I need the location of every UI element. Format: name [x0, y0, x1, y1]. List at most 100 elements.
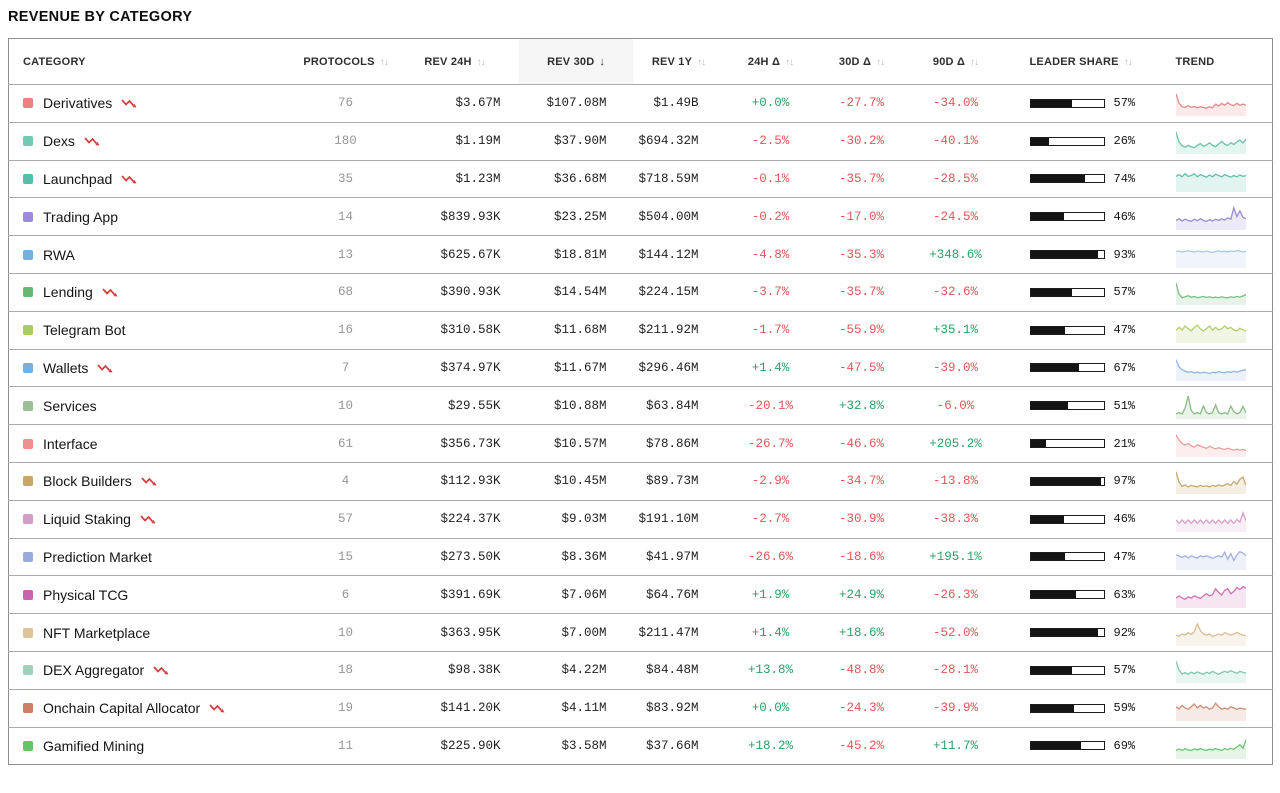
sort-icon[interactable]: ↑↓	[785, 56, 794, 68]
category-name[interactable]: Physical TCG	[43, 586, 129, 603]
leader-share-bar-fill	[1030, 364, 1080, 372]
sort-icon[interactable]: ↑↓	[476, 56, 486, 68]
rev-30d-cell: $8.36M	[561, 549, 607, 564]
category-cell[interactable]: Services	[9, 387, 301, 425]
category-name[interactable]: Prediction Market	[43, 548, 152, 565]
sort-icon[interactable]: ↑↓	[697, 56, 706, 68]
table-row[interactable]: NFT Marketplace 10 $363.95K $7.00M $211.…	[8, 613, 1273, 652]
delta-24h-cell: -4.8%	[725, 236, 817, 274]
category-cell[interactable]: Lending	[9, 273, 301, 311]
table-row[interactable]: Services 10 $29.55K $10.88M $63.84M -20.…	[8, 386, 1273, 425]
category-name[interactable]: DEX Aggregator	[43, 662, 145, 679]
sort-icon[interactable]: ↑↓	[876, 56, 885, 68]
category-cell[interactable]: Interface	[9, 425, 301, 463]
category-cell[interactable]: DEX Aggregator	[9, 651, 301, 689]
col-header-rev-1y[interactable]: REV 1Y ↑↓	[651, 55, 706, 68]
category-name[interactable]: Interface	[43, 435, 98, 452]
leader-share-bar-fill	[1030, 213, 1065, 221]
rev-30d-cell: $10.88M	[553, 398, 607, 413]
category-name[interactable]: Onchain Capital Allocator	[43, 700, 201, 717]
category-name[interactable]: Telegram Bot	[43, 322, 126, 339]
protocols-cell: 15	[301, 538, 391, 576]
table-row[interactable]: RWA 13 $625.67K $18.81M $144.12M -4.8% -…	[8, 235, 1273, 274]
delta-24h-cell: -26.7%	[725, 425, 817, 463]
table-row[interactable]: Derivatives 76 $3.67M $107.08M $1.49B +0…	[8, 84, 1273, 123]
category-cell[interactable]: Block Builders	[9, 462, 301, 500]
category-name[interactable]: RWA	[43, 246, 75, 263]
table-row[interactable]: Dexs 180 $1.19M $37.90M $694.32M -2.5% -…	[8, 122, 1273, 160]
trend-sparkline	[1175, 702, 1246, 722]
delta-90d-cell: -24.5%	[907, 198, 1005, 236]
rev-1y-cell: $64.76M	[645, 587, 699, 602]
category-cell[interactable]: RWA	[9, 236, 301, 274]
category-cell[interactable]: Physical TCG	[9, 576, 301, 614]
rev-24h-cell: $1.23M	[455, 171, 501, 186]
leader-share-bar	[1029, 250, 1105, 260]
delta-30d-cell: +32.8%	[817, 387, 907, 425]
rev-1y-cell: $694.32M	[638, 134, 699, 149]
delta-90d-value: -24.5%	[932, 209, 978, 224]
category-cell[interactable]: Dexs	[9, 122, 301, 160]
rev-24h-cell: $112.93K	[440, 474, 501, 489]
category-name[interactable]: Gamified Mining	[43, 737, 145, 754]
table-row[interactable]: DEX Aggregator 18 $98.38K $4.22M $84.48M…	[8, 651, 1273, 689]
category-cell[interactable]: Gamified Mining	[9, 727, 301, 765]
category-cell[interactable]: Onchain Capital Allocator	[9, 689, 301, 727]
table-row[interactable]: Prediction Market 15 $273.50K $8.36M $41…	[8, 538, 1273, 576]
col-header-leader-share[interactable]: LEADER SHARE ↑↓	[1029, 55, 1133, 68]
category-cell[interactable]: Wallets	[9, 349, 301, 387]
category-cell[interactable]: NFT Marketplace	[9, 614, 301, 652]
declining-trend-icon	[121, 175, 137, 184]
category-color-swatch	[23, 665, 33, 676]
category-name[interactable]: Derivatives	[43, 95, 113, 112]
category-name[interactable]: Dexs	[43, 133, 75, 150]
col-header-rev-24h[interactable]: REV 24H ↑↓	[424, 55, 486, 68]
sort-desc-icon[interactable]: ↓	[599, 55, 604, 68]
leader-share-bar-fill	[1030, 440, 1046, 448]
table-row[interactable]: Lending 68 $390.93K $14.54M $224.15M -3.…	[8, 273, 1273, 311]
rev-30d-cell: $3.58M	[561, 738, 607, 753]
col-header-90d-delta[interactable]: 90D Δ ↑↓	[932, 55, 979, 68]
category-name[interactable]: NFT Marketplace	[43, 624, 151, 641]
col-header-protocols[interactable]: PROTOCOLS ↑↓	[303, 55, 389, 68]
category-cell[interactable]: Telegram Bot	[9, 311, 301, 349]
sort-icon[interactable]: ↑↓	[970, 56, 979, 68]
sort-icon[interactable]: ↑↓	[379, 56, 389, 68]
category-name[interactable]: Block Builders	[43, 473, 132, 490]
col-header-30d-delta[interactable]: 30D Δ ↑↓	[838, 55, 885, 68]
category-cell[interactable]: Derivatives	[9, 85, 301, 123]
table-row[interactable]: Gamified Mining 11 $225.90K $3.58M $37.6…	[8, 727, 1273, 765]
category-name[interactable]: Trading App	[43, 208, 118, 225]
table-row[interactable]: Wallets 7 $374.97K $11.67M $296.46M +1.4…	[8, 349, 1273, 387]
category-name[interactable]: Liquid Staking	[43, 511, 131, 528]
trend-cell	[1161, 85, 1273, 123]
col-header-rev-30d[interactable]: REV 30D ↓	[518, 38, 633, 85]
table-row[interactable]: Block Builders 4 $112.93K $10.45M $89.73…	[8, 462, 1273, 500]
category-cell[interactable]: Trading App	[9, 198, 301, 236]
col-header-24h-delta[interactable]: 24H Δ ↑↓	[747, 55, 794, 68]
rev-30d-cell: $18.81M	[553, 247, 607, 262]
category-cell[interactable]: Launchpad	[9, 160, 301, 198]
declining-trend-icon	[102, 288, 118, 297]
table-row[interactable]: Telegram Bot 16 $310.58K $11.68M $211.92…	[8, 311, 1273, 349]
category-name[interactable]: Lending	[43, 284, 93, 301]
table-row[interactable]: Launchpad 35 $1.23M $36.68M $718.59M -0.…	[8, 160, 1273, 198]
category-color-swatch	[23, 136, 33, 147]
delta-30d-value: -35.7%	[838, 285, 884, 300]
delta-90d-cell: -26.3%	[907, 576, 1005, 614]
category-name[interactable]: Services	[43, 397, 97, 414]
table-row[interactable]: Physical TCG 6 $391.69K $7.06M $64.76M +…	[8, 575, 1273, 614]
category-cell[interactable]: Prediction Market	[9, 538, 301, 576]
leader-share-percent: 97%	[1113, 474, 1136, 489]
delta-24h-value: -2.5%	[751, 134, 790, 149]
category-name[interactable]: Launchpad	[43, 170, 113, 187]
leader-share-bar-fill	[1030, 402, 1068, 410]
delta-30d-value: -55.9%	[838, 323, 884, 338]
sort-icon[interactable]: ↑↓	[1123, 56, 1133, 68]
category-name[interactable]: Wallets	[43, 359, 89, 376]
category-cell[interactable]: Liquid Staking	[9, 500, 301, 538]
table-row[interactable]: Liquid Staking 57 $224.37K $9.03M $191.1…	[8, 500, 1273, 538]
table-row[interactable]: Trading App 14 $839.93K $23.25M $504.00M…	[8, 197, 1273, 236]
table-row[interactable]: Interface 61 $356.73K $10.57M $78.86M -2…	[8, 424, 1273, 463]
table-row[interactable]: Onchain Capital Allocator 19 $141.20K $4…	[8, 689, 1273, 727]
